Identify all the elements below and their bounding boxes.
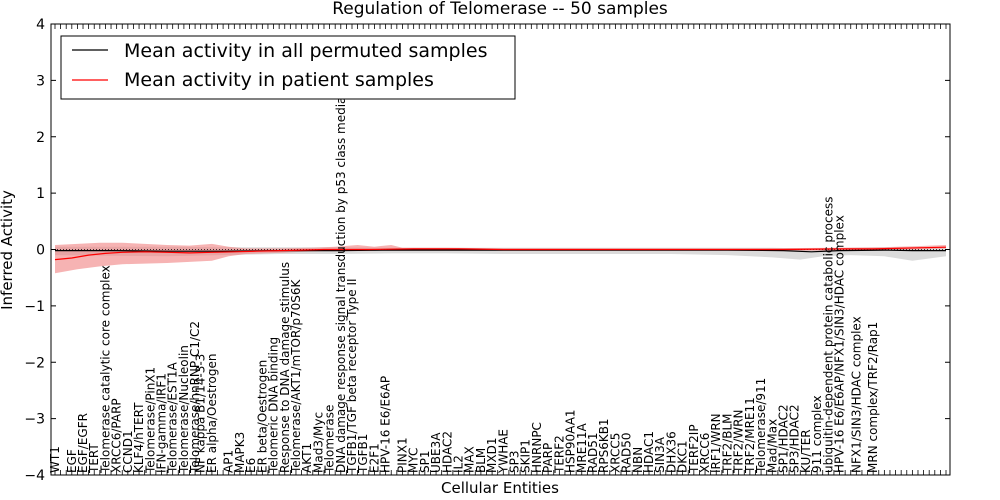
entity-label: XRCC6 (698, 433, 712, 473)
entity-label: RAD50 (620, 432, 634, 473)
lines-layer (51, 246, 950, 261)
legend-label-permuted: Mean activity in all permuted samples (124, 40, 487, 62)
entity-label: Telomerase (323, 405, 337, 474)
entity-label: Telomerase catalytic core complex (98, 265, 112, 474)
entity-label: Telomerase/AKT1/mTOR/p70S6K (289, 278, 303, 474)
entity-label: E6 (244, 458, 258, 473)
entity-label: YWHAE (496, 429, 510, 474)
entity-label: HPV-16 E6/E6AP (379, 376, 393, 473)
x-axis-label: Cellular Entities (441, 479, 559, 497)
entity-label: MAPK3 (233, 432, 247, 473)
entity-label: AP1 (222, 450, 236, 473)
entity-label: MAX (463, 446, 477, 473)
entity-label: TERF2 (552, 435, 566, 474)
legend-label-patient: Mean activity in patient samples (124, 69, 434, 91)
entity-label: Telomeric DNA binding (267, 337, 281, 474)
entity-label: DKC1 (676, 441, 690, 473)
y-tick-label: −2 (24, 355, 45, 371)
entity-label: NF kappa B1/14-3-3 (194, 354, 208, 473)
y-tick-label: 4 (36, 17, 45, 33)
legend: Mean activity in all permuted samples Me… (60, 35, 516, 100)
entity-label: TGFB1/TGF beta receptor Type II (345, 278, 359, 474)
bands-layer (55, 242, 946, 274)
entity-label: BLM (474, 448, 488, 473)
entity-label: MRE11A (575, 422, 589, 473)
entity-label: MRN complex/TRF2/Rap1 (866, 322, 880, 473)
entity-label: IRF1/WRN (709, 413, 723, 473)
y-axis-label: Inferred Activity (0, 190, 16, 310)
entity-label: Mad3/Myc (311, 412, 325, 473)
entity-label: SP3 (508, 451, 522, 474)
entity-label: CCND1 (121, 430, 135, 473)
entity-label: KLF4/hTERT (132, 402, 146, 473)
entity-label: NBN (631, 447, 645, 473)
entity-label: TGFB1 (356, 434, 370, 474)
y-tick-label: 3 (36, 73, 45, 89)
entity-label: Telomerase/911 (754, 378, 768, 474)
entity-label: TRF2/WRN (732, 410, 746, 474)
entity-label: DHX36 (664, 431, 678, 473)
entity-label: SKIP1 (519, 439, 533, 473)
legend-box (60, 35, 516, 100)
entity-label: Telomerase/hnRNP C1/C2 (188, 321, 202, 474)
entity-label: SP1/HDAC2 (777, 404, 791, 473)
entity-label: DNA damage response signal transduction … (334, 80, 348, 473)
chart-title: Regulation of Telomerase -- 50 samples (332, 0, 668, 19)
entity-label: PINX1 (395, 437, 409, 473)
entity-label: Telomerase/Nucleolin (177, 345, 191, 474)
entity-label: EGF (65, 449, 79, 473)
entity-label: NFX1/SIN3/HDAC complex (849, 316, 863, 473)
entity-label: Telomerase/EST1A (166, 361, 180, 474)
entity-label: E2F1 (367, 443, 381, 473)
y-tick-label: −3 (24, 412, 45, 428)
y-tick-label: 1 (36, 186, 45, 202)
entity-label: XRCC5 (608, 433, 622, 473)
entity-label: IL2 (452, 455, 466, 473)
entity-label: ubiquitin-dependent protein catabolic pr… (821, 197, 835, 473)
entity-label: ER alpha/Oestrogen (205, 354, 219, 473)
entity-label: TERT (87, 443, 101, 474)
entity-label: RPS6KB1 (597, 418, 611, 473)
entity-label: IFN-gamma/IRF1 (155, 373, 169, 473)
entity-label: SP1 (418, 451, 432, 474)
ticks-layer: 4 3 2 1 0 −1 −2 −3 −4 (24, 17, 950, 484)
entity-label: Response to DNA damage stimulus (278, 262, 292, 473)
entity-label: TRF2/MRE11 (743, 397, 757, 474)
y-tick-label: −4 (24, 468, 45, 484)
entity-label: TRF2/BLM (721, 413, 735, 474)
y-tick-label: 0 (36, 243, 45, 259)
entity-label: TERF2IP (687, 424, 701, 474)
entity-label: AKT1 (300, 443, 314, 473)
entity-label: HPV-16 E6/E6AP/NFX1/SIN3/HDAC complex (833, 215, 847, 473)
entity-label: SIN3A (653, 436, 667, 473)
entity-label: WT1 (48, 446, 62, 473)
entity-label: MXD1 (485, 438, 499, 473)
plot-frame (50, 23, 951, 476)
entity-label: UBE3A (429, 432, 443, 473)
entity-label: KU/TER (799, 429, 813, 473)
entity-label: XRCC6/PARP (110, 398, 124, 473)
entity-label: HDAC2 (440, 431, 454, 473)
entity-label: HNRNPC (530, 422, 544, 473)
entity-label: RAD51 (586, 432, 600, 473)
patient-band (55, 242, 946, 274)
entity-label: EGF/EGFR (76, 413, 90, 473)
entity-label: SP3/HDAC2 (788, 404, 802, 473)
patient-line (54, 246, 947, 261)
entity-label: Mad/Max (765, 419, 779, 473)
y-tick-label: 2 (36, 130, 45, 146)
entity-label: PARP (541, 443, 555, 473)
y-tick-label: −1 (24, 299, 45, 315)
entity-label: ER beta/Oestrogen (255, 360, 269, 473)
entity-label: 911 complex (810, 395, 824, 473)
entity-label: HDAC1 (642, 431, 656, 473)
entity-label: HSP90AA1 (564, 409, 578, 473)
entity-label: MYC (407, 448, 421, 473)
entity-label: Telomerase/PinX1 (143, 367, 157, 474)
